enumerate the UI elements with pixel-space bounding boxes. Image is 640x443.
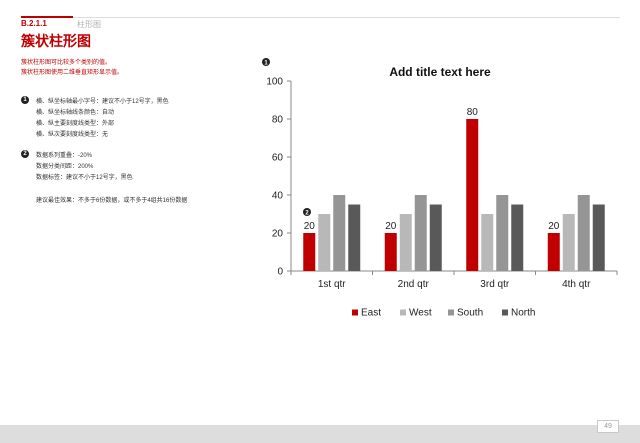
axis-note-marker xyxy=(262,58,270,66)
bar-west xyxy=(399,214,412,271)
legend-label: South xyxy=(457,308,483,319)
footer-bar xyxy=(0,425,640,443)
bar-west xyxy=(562,214,575,271)
section-name: 柱形图 xyxy=(77,20,101,29)
note-line: 横、纵次要刻度线类型：无 xyxy=(36,132,109,138)
y-tick-label: 80 xyxy=(272,115,284,126)
note-line: 数据标签：建议不小于12号字，黑色 xyxy=(36,175,133,181)
legend-swatch xyxy=(502,309,508,316)
description-line: 簇状柱形图可比较多个类别的值。 xyxy=(21,60,112,66)
y-tick-label: 100 xyxy=(266,77,283,88)
note-line: 横、纵主要刻度线类型：外部 xyxy=(36,121,115,127)
best-effect-note: 建议最佳效果：不多于6份数据，或不多于4组共16份数据 xyxy=(36,198,188,204)
y-tick-label: 20 xyxy=(272,229,284,240)
note-line: 横、纵坐标轴最小字号：建议不小于12号字，黑色 xyxy=(36,99,169,105)
y-tick-label: 0 xyxy=(277,267,283,278)
x-tick-label: 4th qtr xyxy=(562,279,591,290)
x-tick-label: 1st qtr xyxy=(318,279,346,290)
label-note-marker-label: 2 xyxy=(305,210,309,216)
bar-east xyxy=(547,233,560,271)
legend-label: East xyxy=(361,308,381,319)
bar-south xyxy=(414,195,427,271)
bar-west xyxy=(481,214,494,271)
x-tick-label: 2nd qtr xyxy=(398,279,430,290)
bar-east xyxy=(384,233,397,271)
bar-south xyxy=(577,195,590,271)
note-marker-2: 2 xyxy=(21,150,29,158)
data-label: 80 xyxy=(467,107,479,118)
bar-north xyxy=(348,204,361,271)
bar-east xyxy=(466,119,479,271)
bar-east xyxy=(303,233,316,271)
note-marker-1: 1 xyxy=(21,96,29,104)
x-tick-label: 3rd qtr xyxy=(480,279,510,290)
description-line: 簇状柱形图使用二维垂直矩形显示值。 xyxy=(21,70,124,76)
header-divider xyxy=(73,17,620,18)
data-label: 20 xyxy=(548,221,560,232)
data-label: 20 xyxy=(304,221,316,232)
legend-swatch xyxy=(448,309,454,316)
note-line: 数据分类间距：200% xyxy=(36,164,94,170)
bar-south xyxy=(496,195,509,271)
note-line: 横、纵坐标轴线条颜色：自动 xyxy=(36,110,115,116)
bar-north xyxy=(429,204,442,271)
legend-label: West xyxy=(409,308,432,319)
legend-swatch xyxy=(400,309,406,316)
data-label: 20 xyxy=(385,221,397,232)
y-tick-label: 40 xyxy=(272,191,284,202)
chart-title: Add title text here xyxy=(389,65,491,79)
legend-label: North xyxy=(511,308,535,319)
note-line: 数据系列重叠：-20% xyxy=(36,153,93,159)
bar-north xyxy=(592,204,605,271)
header-accent-line xyxy=(21,16,73,18)
section-number: B.2.1.1 xyxy=(21,19,47,28)
y-tick-label: 60 xyxy=(272,153,284,164)
bar-north xyxy=(511,204,524,271)
label-note-marker xyxy=(303,208,311,216)
legend-swatch xyxy=(352,309,358,316)
bar-west xyxy=(318,214,331,271)
axis-note-marker-label: 1 xyxy=(264,60,268,66)
page-title: 簇状柱形图 xyxy=(21,33,91,49)
page-number: 49 xyxy=(597,420,619,433)
bar-south xyxy=(333,195,346,271)
